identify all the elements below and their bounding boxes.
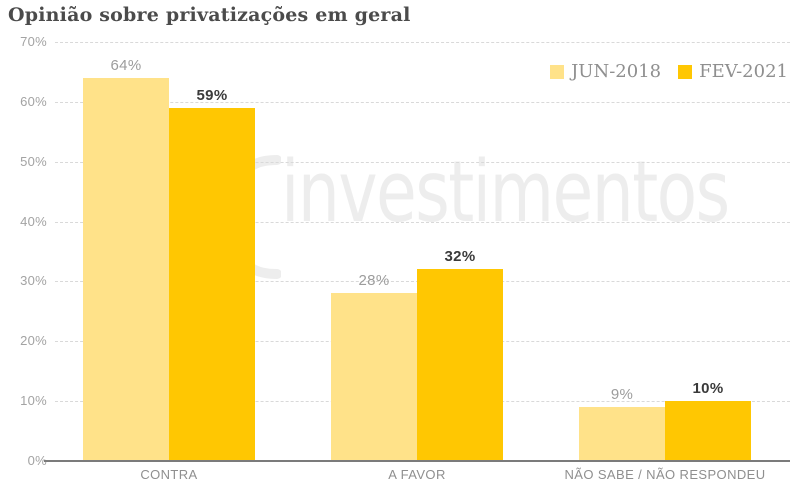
watermark-text: investimentos [281,143,730,242]
gridline-70 [55,42,790,43]
bar-value-label: 10% [692,380,724,397]
legend-swatch-icon [550,64,565,79]
gridline-40 [55,221,790,223]
bar-fev-2021-1 [169,108,255,461]
legend-label: FEV-2021 [699,61,788,82]
y-axis-tick-label: 70% [20,34,47,49]
legend: JUN-2018 FEV-2021 [550,61,788,82]
legend-item-jun-2018: JUN-2018 [550,61,661,82]
x-axis-tick-label: A FAVOR [388,467,446,482]
y-axis-tick-label: 60% [20,93,47,109]
bar-value-label: 9% [610,386,634,403]
y-axis-tick-label: 20% [20,333,47,349]
bar-value-label: 59% [196,87,228,104]
legend-item-fev-2021: FEV-2021 [678,61,788,82]
x-axis-tick-label: CONTRA [140,467,198,482]
bar-jun-2018-3 [579,407,665,461]
y-axis-tick-label: 10% [20,393,47,409]
x-axis-line [44,460,790,462]
bar-value-label: 64% [110,57,142,74]
bar-value-label: 32% [444,248,476,265]
y-axis-tick-label: 0% [27,453,47,468]
watermark: investimentos [233,150,801,280]
bar-jun-2018-2 [331,293,417,461]
bar-value-label: 28% [358,272,390,289]
y-axis-tick-label: 40% [20,213,47,229]
chart-title: Opinião sobre privatizações em geral [8,4,411,26]
y-axis-tick-label: 30% [20,273,47,289]
y-axis-tick-label: 50% [20,153,47,169]
legend-label: JUN-2018 [571,61,662,82]
bar-fev-2021-2 [417,269,503,461]
bar-jun-2018-1 [83,78,169,461]
bar-fev-2021-3 [665,401,751,461]
legend-swatch-icon [678,64,693,79]
gridline-60 [55,101,790,103]
gridline-50 [55,161,790,163]
x-axis-tick-label: NÃO SABE / NÃO RESPONDEU [564,467,766,482]
plot-area: investimentos 64% 28% 9% 59% 32% 10% [44,42,790,462]
